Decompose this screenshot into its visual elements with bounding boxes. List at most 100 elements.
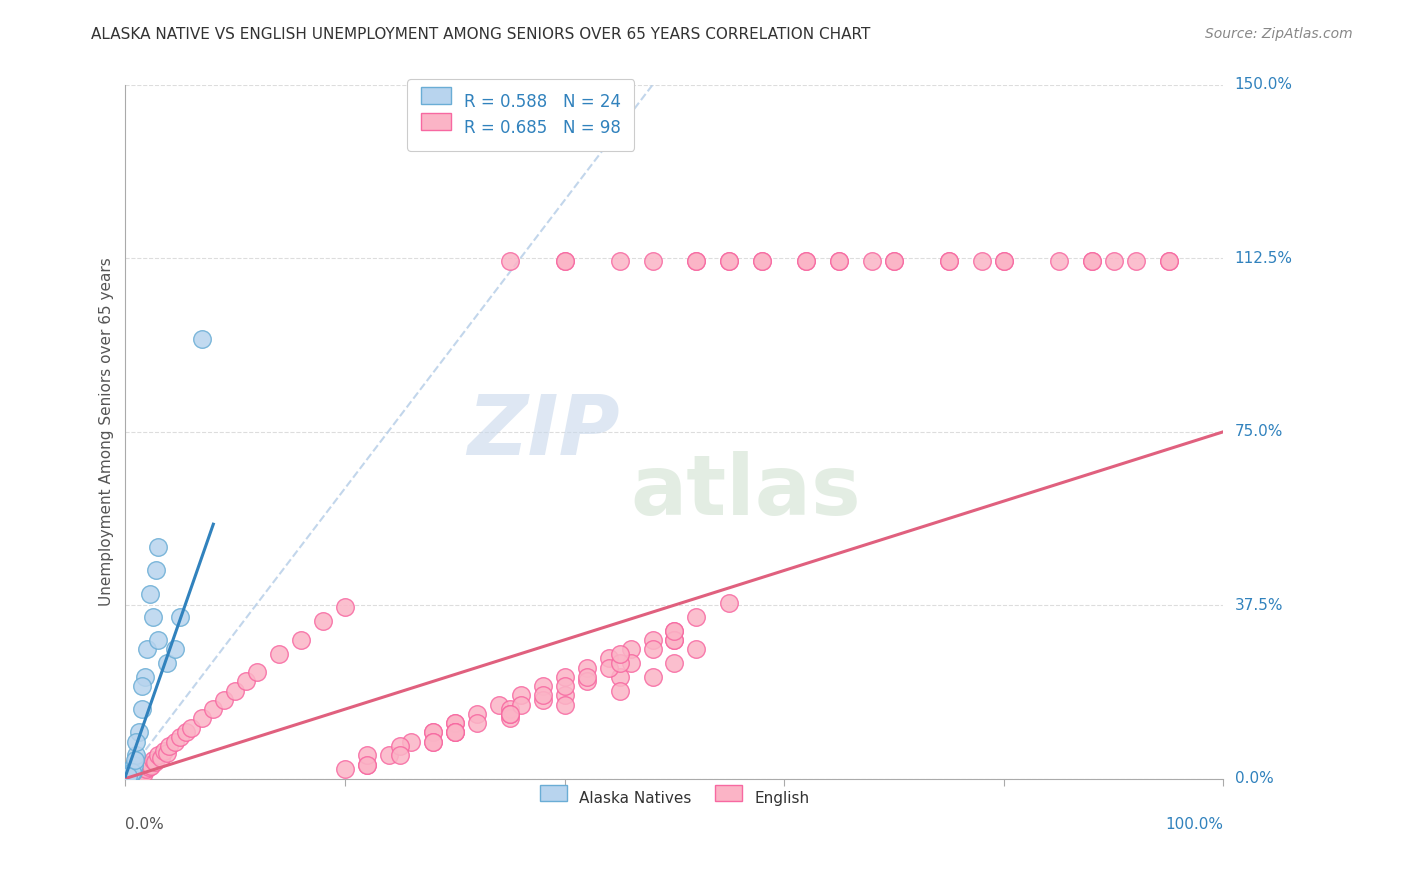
Point xyxy=(191,711,214,725)
Point xyxy=(118,768,141,782)
Point xyxy=(169,730,191,744)
Point xyxy=(685,253,707,268)
Point xyxy=(120,762,142,776)
Text: 100.0%: 100.0% xyxy=(1166,817,1223,832)
Point xyxy=(619,642,641,657)
Point xyxy=(575,660,598,674)
Point xyxy=(499,706,522,721)
Point xyxy=(575,674,598,689)
Point xyxy=(169,609,191,624)
Text: 37.5%: 37.5% xyxy=(1234,598,1284,613)
Point xyxy=(1080,253,1102,268)
Point xyxy=(598,660,620,674)
Point xyxy=(664,632,686,647)
Point xyxy=(444,716,467,731)
Point xyxy=(619,656,641,670)
Point xyxy=(157,739,180,753)
Point xyxy=(751,253,773,268)
Point xyxy=(509,688,531,702)
Point xyxy=(202,702,225,716)
Point xyxy=(554,698,576,712)
Point xyxy=(488,698,510,712)
Point xyxy=(685,642,707,657)
Point xyxy=(575,670,598,684)
Point xyxy=(125,734,148,748)
Point xyxy=(122,769,145,783)
Point xyxy=(134,670,156,684)
Point xyxy=(122,757,145,772)
Point xyxy=(163,734,186,748)
Point xyxy=(718,596,741,610)
Text: ZIP: ZIP xyxy=(467,392,620,472)
Point xyxy=(444,725,467,739)
Point xyxy=(124,753,146,767)
Point xyxy=(938,253,960,268)
Point xyxy=(121,767,143,781)
Text: atlas: atlas xyxy=(630,451,862,533)
Point xyxy=(269,647,291,661)
Point xyxy=(124,770,146,784)
Point xyxy=(828,253,851,268)
Point xyxy=(993,253,1015,268)
Point xyxy=(1157,253,1180,268)
Point xyxy=(465,706,488,721)
Point xyxy=(422,734,444,748)
Point xyxy=(388,748,411,763)
Point xyxy=(938,253,960,268)
Point xyxy=(356,748,378,763)
Legend: Alaska Natives, English: Alaska Natives, English xyxy=(533,784,815,813)
Point xyxy=(128,768,150,782)
Point xyxy=(641,632,664,647)
Point xyxy=(883,253,905,268)
Point xyxy=(554,679,576,693)
Point xyxy=(312,615,335,629)
Point xyxy=(1080,253,1102,268)
Point xyxy=(664,632,686,647)
Point xyxy=(142,609,165,624)
Point xyxy=(333,762,356,776)
Text: ALASKA NATIVE VS ENGLISH UNEMPLOYMENT AMONG SENIORS OVER 65 YEARS CORRELATION CH: ALASKA NATIVE VS ENGLISH UNEMPLOYMENT AM… xyxy=(91,27,870,42)
Point xyxy=(121,764,143,779)
Point xyxy=(685,253,707,268)
Point xyxy=(609,253,631,268)
Point xyxy=(664,624,686,638)
Point xyxy=(122,768,145,782)
Point xyxy=(149,750,172,764)
Text: 0.0%: 0.0% xyxy=(125,817,165,832)
Point xyxy=(191,332,214,346)
Point xyxy=(136,757,159,772)
Point xyxy=(444,725,467,739)
Text: 75.0%: 75.0% xyxy=(1234,425,1282,439)
Point xyxy=(641,642,664,657)
Point xyxy=(128,725,150,739)
Point xyxy=(499,253,522,268)
Point xyxy=(125,764,148,779)
Point xyxy=(148,748,170,763)
Point xyxy=(120,770,142,784)
Point xyxy=(499,706,522,721)
Point xyxy=(1125,253,1147,268)
Point xyxy=(664,656,686,670)
Text: Source: ZipAtlas.com: Source: ZipAtlas.com xyxy=(1205,27,1353,41)
Point xyxy=(224,683,246,698)
Point xyxy=(235,674,257,689)
Point xyxy=(132,764,155,779)
Point xyxy=(128,766,150,780)
Point xyxy=(180,721,202,735)
Point xyxy=(641,253,664,268)
Point xyxy=(718,253,741,268)
Point xyxy=(993,253,1015,268)
Text: 0.0%: 0.0% xyxy=(1234,771,1274,786)
Point xyxy=(139,758,162,772)
Point xyxy=(145,564,167,578)
Point xyxy=(531,679,554,693)
Point xyxy=(174,725,197,739)
Point xyxy=(531,688,554,702)
Point xyxy=(860,253,883,268)
Point xyxy=(1157,253,1180,268)
Point xyxy=(465,716,488,731)
Point xyxy=(751,253,773,268)
Point xyxy=(118,769,141,783)
Point xyxy=(125,748,148,763)
Point xyxy=(148,541,170,555)
